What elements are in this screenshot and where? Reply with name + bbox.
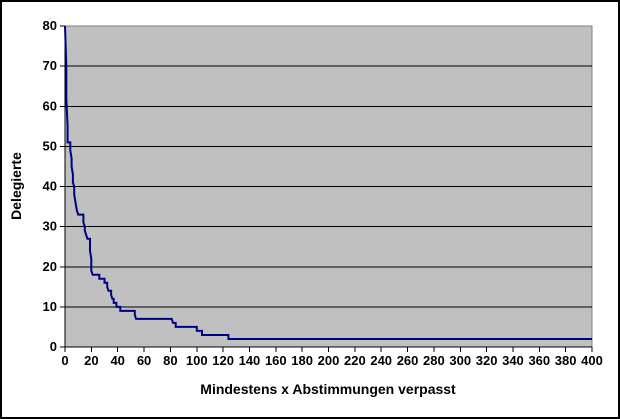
x-tick-label-220: 220 <box>344 353 366 368</box>
x-tick-label-0: 0 <box>61 353 68 368</box>
plot-layers: 0 10 20 30 40 50 60 70 80 0 20 40 60 80 100 120 140 160 18… <box>43 18 603 368</box>
y-tick-label-40: 40 <box>43 179 57 194</box>
x-tick-label-260: 260 <box>397 353 419 368</box>
x-tick-label-240: 240 <box>370 353 392 368</box>
x-tick-label-320: 320 <box>476 353 498 368</box>
x-tick-label-340: 340 <box>502 353 524 368</box>
x-tick-label-200: 200 <box>318 353 340 368</box>
x-tick-label-380: 380 <box>555 353 577 368</box>
x-tick-label-180: 180 <box>291 353 313 368</box>
y-tick-label-30: 30 <box>43 219 57 234</box>
x-tick-label-140: 140 <box>239 353 261 368</box>
y-tick-label-70: 70 <box>43 58 57 73</box>
x-tick-label-60: 60 <box>137 353 151 368</box>
y-axis-title: Delegierte <box>8 152 24 220</box>
x-tick-label-100: 100 <box>186 353 208 368</box>
y-tick-label-10: 10 <box>43 299 57 314</box>
x-tick-label-300: 300 <box>449 353 471 368</box>
x-tick-label-160: 160 <box>265 353 287 368</box>
y-tick-label-50: 50 <box>43 138 57 153</box>
x-tick-label-120: 120 <box>212 353 234 368</box>
x-tick-label-80: 80 <box>163 353 177 368</box>
x-tick-label-400: 400 <box>581 353 603 368</box>
x-tick-label-20: 20 <box>84 353 98 368</box>
y-tick-label-80: 80 <box>43 18 57 33</box>
y-tick-label-60: 60 <box>43 98 57 113</box>
y-tick-label-0: 0 <box>50 339 57 354</box>
x-tick-label-280: 280 <box>423 353 445 368</box>
x-tick-label-40: 40 <box>110 353 124 368</box>
data-series-line-1 <box>64 25 592 340</box>
y-tick-label-20: 20 <box>43 259 57 274</box>
x-tick-label-360: 360 <box>528 353 550 368</box>
x-axis-title: Mindestens x Abstimmungen verpasst <box>200 381 456 397</box>
